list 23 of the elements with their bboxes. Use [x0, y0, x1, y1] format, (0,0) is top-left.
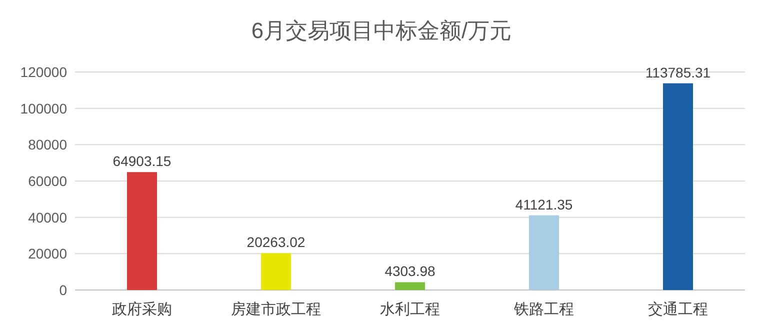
- bar: [529, 215, 559, 290]
- x-tick-label: 铁路工程: [513, 301, 574, 318]
- x-tick-label: 房建市政工程: [231, 301, 321, 318]
- y-tick-label: 120000: [20, 64, 68, 80]
- data-label: 4303.98: [384, 263, 436, 280]
- y-tick-label: 100000: [20, 100, 68, 116]
- data-label: 20263.02: [246, 234, 306, 250]
- data-label: 64903.15: [112, 153, 172, 170]
- x-tick-label: 水利工程: [380, 301, 440, 318]
- y-tick-label: 20000: [28, 246, 68, 262]
- bar: [127, 172, 157, 290]
- x-tick-label: 交通工程: [648, 301, 708, 318]
- data-label: 113785.31: [645, 64, 711, 80]
- y-tick-label: 40000: [28, 209, 68, 226]
- bar: [261, 253, 291, 290]
- y-tick-label: 80000: [28, 136, 68, 153]
- data-label: 41121.35: [515, 196, 573, 212]
- bar: [395, 282, 425, 290]
- x-tick-label: 政府采购: [112, 301, 172, 318]
- chart-title: 6月交易项目中标金额/万元: [251, 18, 512, 43]
- y-tick-label: 0: [59, 282, 68, 298]
- bar: [663, 83, 693, 290]
- y-tick-label: 60000: [28, 173, 68, 189]
